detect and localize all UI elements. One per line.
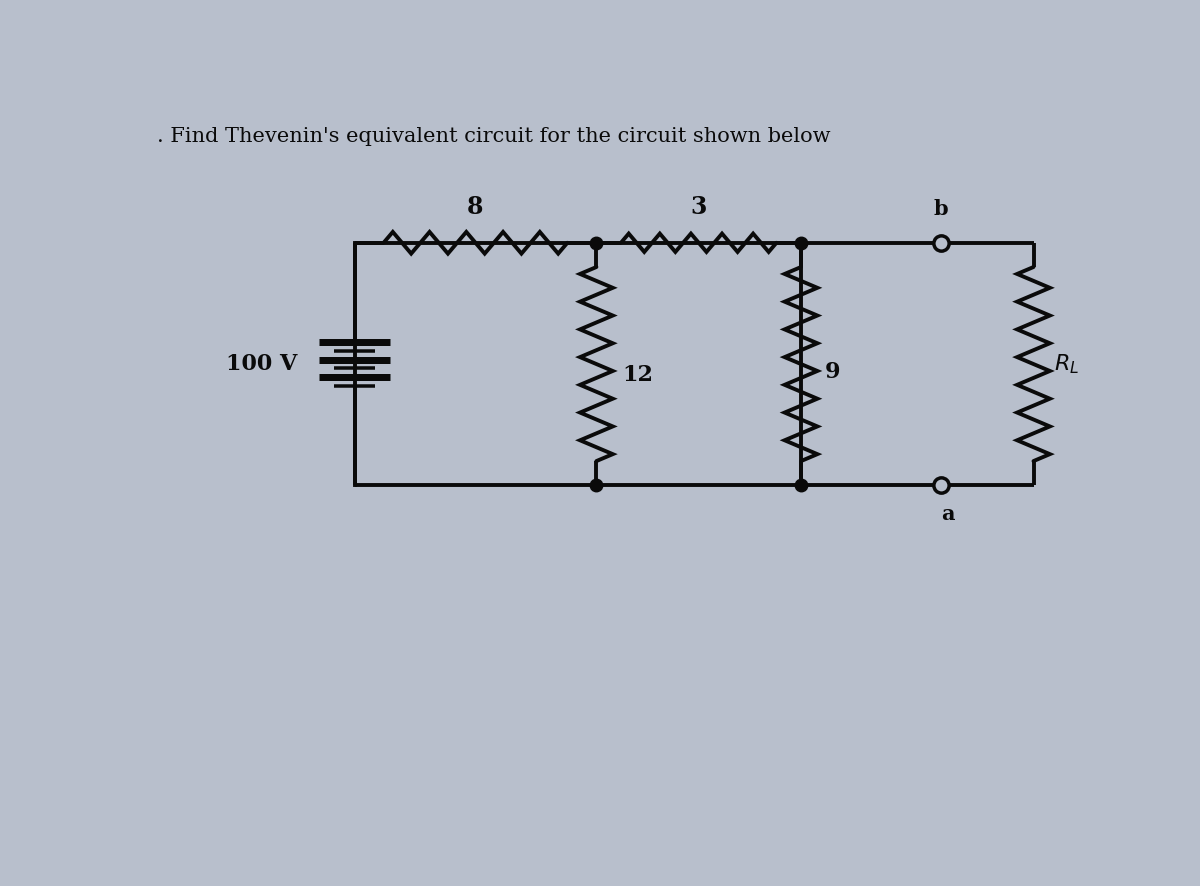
Text: 3: 3 [690,195,707,219]
Text: 8: 8 [467,195,484,219]
Text: b: b [934,198,948,219]
Text: 9: 9 [824,361,840,383]
Text: 100 V: 100 V [226,353,296,375]
Text: . Find Thevenin's equivalent circuit for the circuit shown below: . Find Thevenin's equivalent circuit for… [157,127,830,146]
Text: a: a [941,504,955,525]
Text: $R_L$: $R_L$ [1054,353,1079,376]
Text: 12: 12 [623,364,654,386]
